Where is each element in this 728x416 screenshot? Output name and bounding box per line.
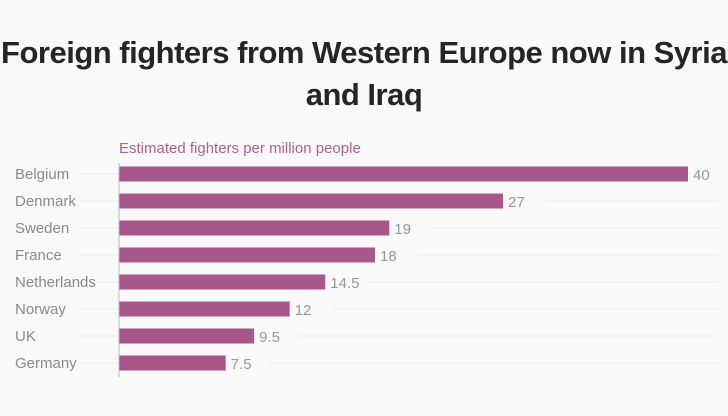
category-label: France [15, 247, 62, 264]
chart-subtitle: Estimated fighters per million people [119, 140, 361, 157]
value-label-bg [506, 192, 547, 210]
bar [119, 301, 290, 317]
value-label: 19 [394, 221, 411, 238]
category-label: Germany [15, 355, 77, 372]
category-label: UK [15, 328, 36, 345]
value-label: 9.5 [259, 329, 280, 346]
value-label: 14.5 [330, 275, 359, 292]
value-label-bg [378, 246, 419, 264]
value-label-bg [328, 273, 369, 291]
value-label-bg [257, 327, 298, 345]
bar [119, 193, 504, 209]
value-label: 12 [295, 302, 312, 319]
category-label: Sweden [15, 220, 69, 237]
category-label: Netherlands [15, 274, 96, 291]
category-label: Belgium [15, 166, 69, 183]
category-label: Denmark [15, 193, 76, 210]
value-label-bg [292, 300, 333, 318]
value-label-bg [392, 219, 433, 237]
category-label: Norway [15, 301, 66, 318]
bar [119, 355, 226, 371]
chart-title: Foreign fighters from Western Europe now… [1, 35, 727, 112]
bar [119, 166, 688, 182]
value-label-bg [228, 354, 269, 372]
value-label-bg [691, 165, 728, 183]
bar [119, 247, 376, 263]
bar [119, 328, 255, 344]
value-label: 40 [693, 167, 710, 184]
bar [119, 274, 326, 290]
value-label: 7.5 [231, 356, 252, 373]
value-label: 18 [380, 248, 397, 265]
value-label: 27 [508, 194, 525, 211]
bar [119, 220, 390, 236]
